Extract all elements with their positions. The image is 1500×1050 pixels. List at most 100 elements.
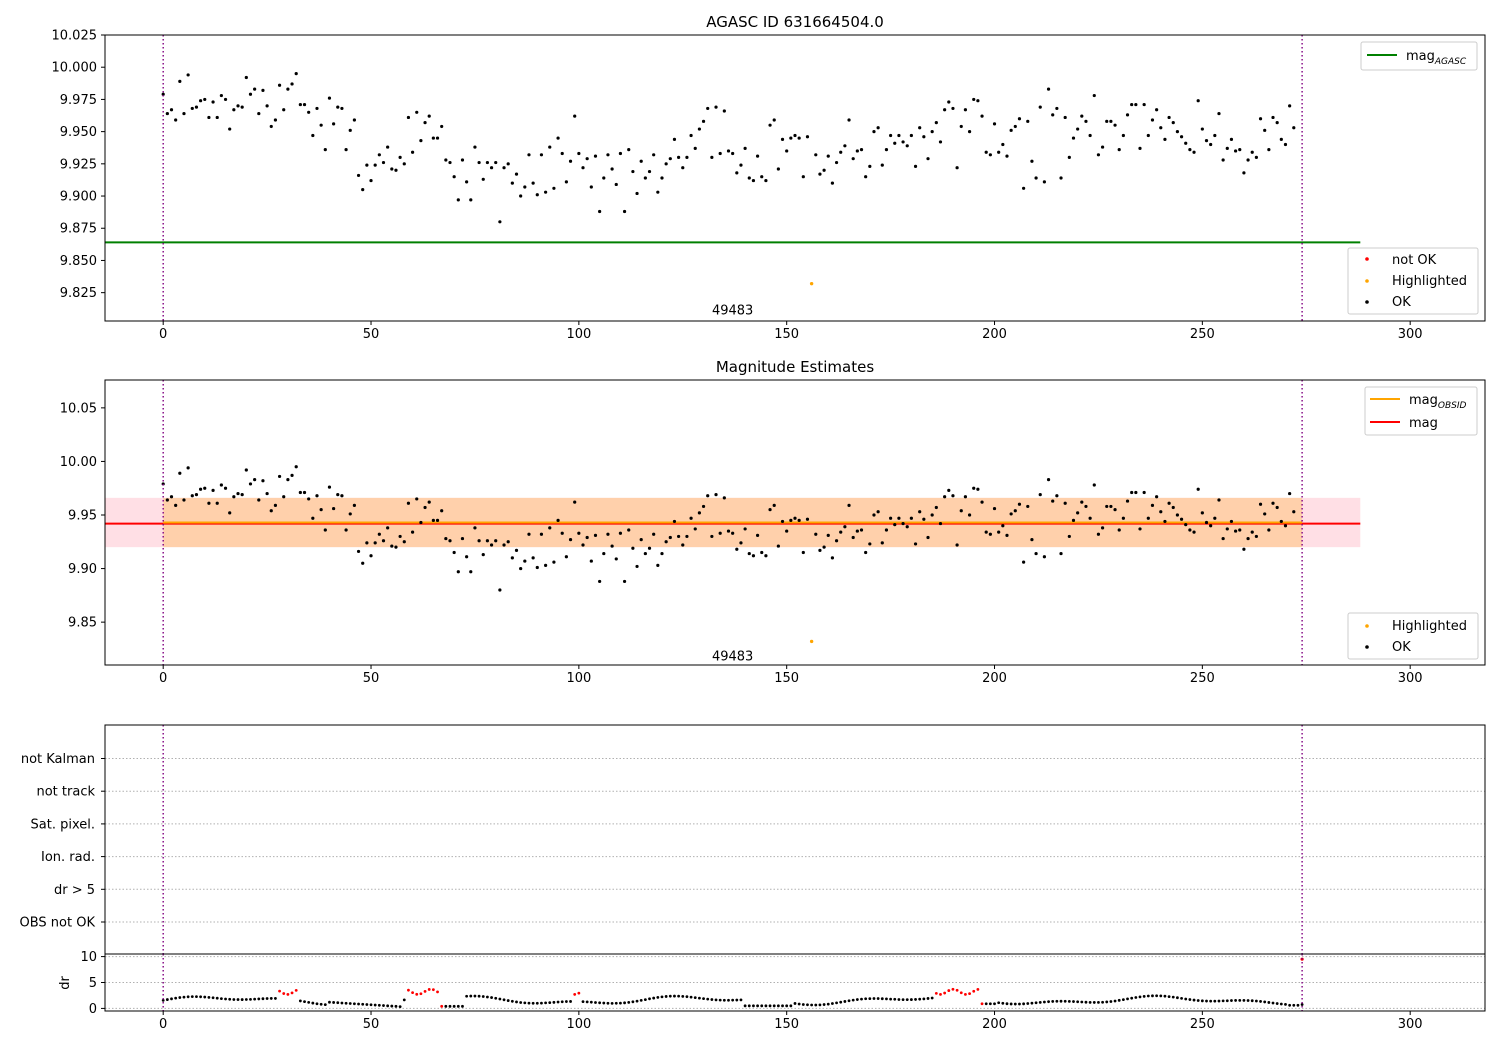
ok-point bbox=[1196, 99, 1200, 103]
dr-point bbox=[768, 1004, 772, 1008]
dr-point bbox=[357, 1002, 360, 1006]
dr-point bbox=[178, 996, 182, 999]
ok-point bbox=[294, 72, 298, 76]
dr-point bbox=[481, 995, 485, 998]
highlighted-point bbox=[809, 639, 814, 644]
ok-point bbox=[1113, 508, 1117, 512]
ok-point bbox=[889, 516, 893, 520]
ok-point bbox=[1105, 504, 1109, 509]
ok-point bbox=[1221, 536, 1225, 541]
ok-point bbox=[390, 544, 394, 548]
ok-point bbox=[207, 501, 211, 505]
ok-point bbox=[893, 523, 897, 527]
ok-point bbox=[473, 145, 477, 149]
ok-point bbox=[830, 181, 835, 185]
ok-point bbox=[1063, 115, 1067, 120]
dr-point bbox=[1009, 1002, 1013, 1006]
panel-magnitude-frame bbox=[104, 379, 1486, 666]
ok-point bbox=[685, 155, 689, 159]
ok-point bbox=[1080, 114, 1084, 118]
ok-point bbox=[760, 550, 764, 555]
ok-point bbox=[1292, 126, 1296, 130]
dr-point bbox=[249, 997, 252, 1001]
ok-point bbox=[373, 541, 377, 545]
ok-point bbox=[1204, 520, 1209, 525]
ok-point bbox=[336, 493, 340, 497]
dr-point bbox=[743, 1004, 747, 1008]
ok-point bbox=[905, 525, 909, 529]
dr-point bbox=[294, 988, 298, 992]
ok-point bbox=[984, 530, 988, 534]
x-tick-label: 250 bbox=[1190, 327, 1215, 342]
dr-point bbox=[1188, 998, 1192, 1001]
dr-point bbox=[1105, 1000, 1109, 1004]
ok-point bbox=[764, 178, 768, 183]
ok-point bbox=[327, 485, 332, 489]
dr-point bbox=[810, 1003, 814, 1007]
ok-point bbox=[1051, 499, 1055, 503]
legend-ok-marker bbox=[1365, 300, 1369, 304]
ok-point bbox=[573, 500, 577, 504]
dr-point bbox=[1113, 999, 1117, 1003]
ok-point bbox=[722, 109, 726, 113]
ok-point bbox=[315, 106, 319, 111]
panel-dr: 0 50 100 150 200 250 300 0 5 10 dr bbox=[58, 950, 1486, 1032]
ok-point bbox=[822, 168, 826, 172]
ok-point bbox=[1125, 113, 1130, 117]
ok-point bbox=[415, 497, 419, 501]
ok-point bbox=[394, 545, 398, 549]
ok-point bbox=[1055, 106, 1059, 111]
dr-point bbox=[498, 997, 502, 1001]
ok-point bbox=[955, 543, 959, 547]
ok-point bbox=[286, 87, 290, 91]
ok-point bbox=[1117, 528, 1121, 532]
ok-point bbox=[918, 126, 922, 130]
ok-point bbox=[244, 468, 248, 472]
ok-point bbox=[539, 153, 544, 157]
dr-point bbox=[394, 1004, 398, 1008]
dr-point bbox=[1047, 1000, 1050, 1004]
dr-point bbox=[544, 1001, 548, 1005]
ok-point bbox=[976, 487, 980, 491]
dr-point bbox=[594, 1001, 597, 1004]
ok-point bbox=[876, 126, 880, 130]
ok-point bbox=[963, 495, 968, 499]
ok-point bbox=[527, 532, 531, 536]
ok-point bbox=[905, 144, 909, 148]
legend-notok-marker bbox=[1365, 257, 1369, 261]
ok-point bbox=[618, 531, 623, 535]
dr-point bbox=[1213, 999, 1217, 1003]
ok-point bbox=[315, 494, 319, 498]
dr-point bbox=[1275, 1002, 1279, 1005]
ok-point bbox=[1188, 528, 1192, 532]
ok-point bbox=[573, 114, 577, 118]
dr-point bbox=[980, 1002, 984, 1006]
x-tick-label: 0 bbox=[159, 671, 167, 686]
ok-point bbox=[240, 493, 244, 497]
x-tick-label: 300 bbox=[1398, 327, 1423, 342]
ok-point bbox=[1163, 137, 1167, 141]
ok-point bbox=[843, 144, 847, 148]
ok-point bbox=[868, 164, 872, 169]
ok-point bbox=[282, 495, 286, 499]
dr-point bbox=[1117, 998, 1121, 1002]
dr-point bbox=[747, 1004, 751, 1008]
ok-point bbox=[947, 100, 951, 104]
ok-point bbox=[373, 163, 377, 167]
ok-point bbox=[581, 166, 585, 170]
ok-point bbox=[277, 83, 282, 87]
ok-point bbox=[568, 159, 573, 163]
dr-point bbox=[835, 1001, 838, 1005]
dr-point bbox=[1159, 994, 1163, 998]
dr-point bbox=[847, 999, 851, 1003]
ok-point bbox=[681, 543, 685, 547]
dr-point bbox=[872, 997, 876, 1000]
ok-point bbox=[701, 504, 706, 509]
ok-point bbox=[772, 118, 776, 122]
dr-point bbox=[1080, 1000, 1084, 1004]
ok-point bbox=[261, 88, 265, 92]
ok-point bbox=[302, 490, 307, 495]
ok-point bbox=[768, 508, 772, 512]
dr-point bbox=[1284, 1002, 1287, 1006]
ok-point bbox=[889, 133, 893, 138]
